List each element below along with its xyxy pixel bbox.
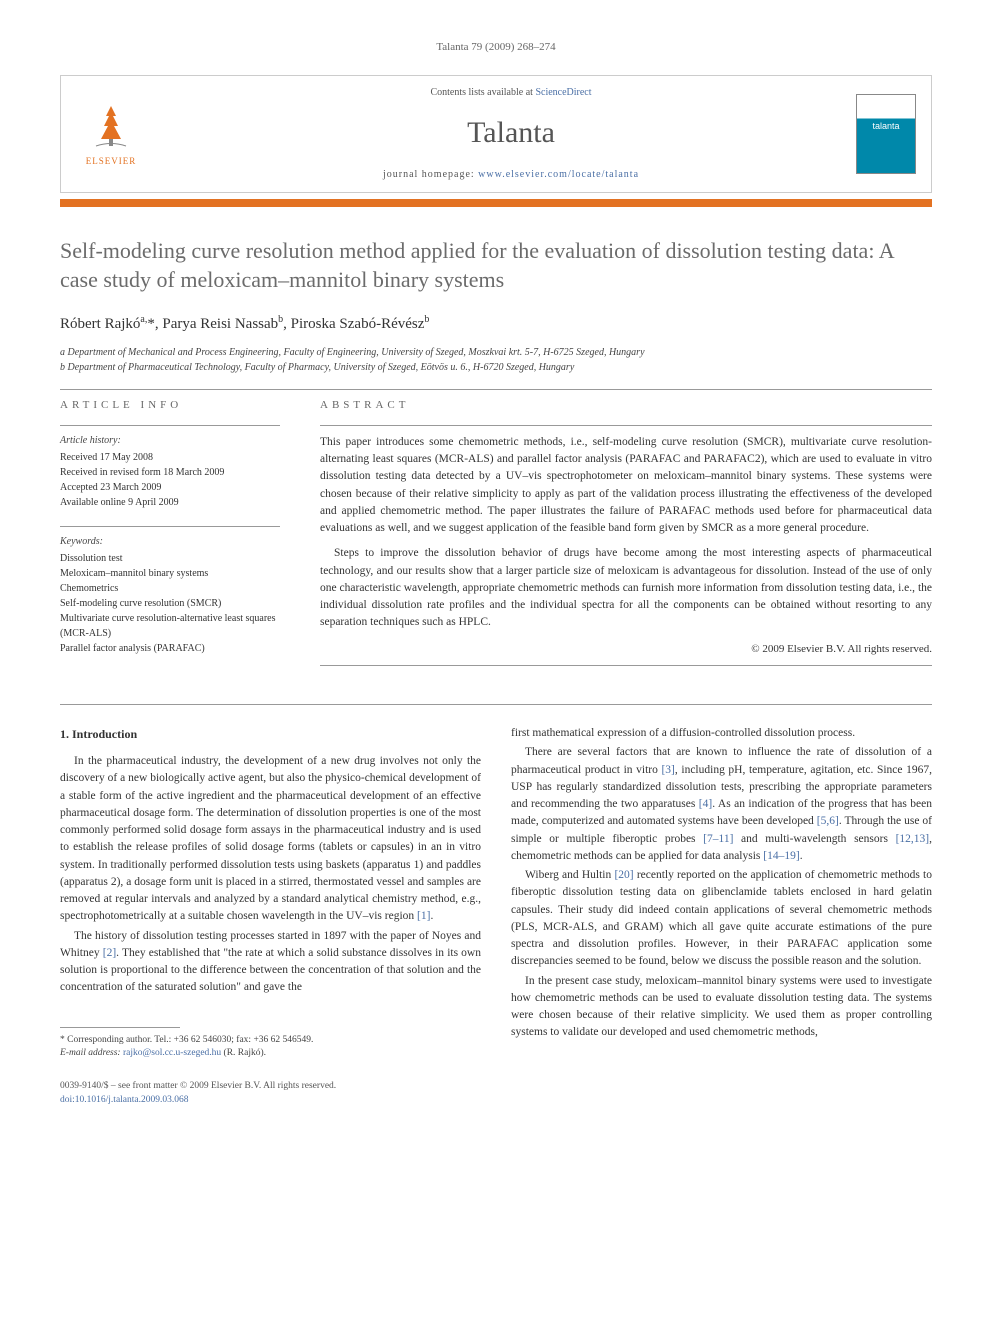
body-para: In the pharmaceutical industry, the deve… bbox=[60, 753, 481, 926]
divider bbox=[60, 526, 280, 527]
section-title: Introduction bbox=[72, 727, 137, 741]
journal-cover-thumbnail[interactable]: talanta bbox=[856, 94, 916, 174]
contents-prefix: Contents lists available at bbox=[430, 87, 535, 98]
keyword: Multivariate curve resolution-alternativ… bbox=[60, 611, 280, 641]
affiliation-b: b Department of Pharmaceutical Technolog… bbox=[60, 360, 932, 375]
keywords-label: Keywords: bbox=[60, 535, 280, 549]
banner-center: Contents lists available at ScienceDirec… bbox=[166, 86, 856, 182]
divider bbox=[60, 704, 932, 705]
body-column-right: first mathematical expression of a diffu… bbox=[511, 725, 932, 1107]
keyword: Meloxicam–mannitol binary systems bbox=[60, 566, 280, 581]
abstract-heading: ABSTRACT bbox=[320, 398, 932, 413]
body-para: first mathematical expression of a diffu… bbox=[511, 725, 932, 742]
history-label: Article history: bbox=[60, 434, 280, 448]
journal-name: Talanta bbox=[166, 112, 856, 154]
divider bbox=[60, 389, 932, 390]
journal-banner: ELSEVIER Contents lists available at Sci… bbox=[60, 75, 932, 193]
issn-line: 0039-9140/$ – see front matter © 2009 El… bbox=[60, 1080, 481, 1093]
body-column-left: 1. Introduction In the pharmaceutical in… bbox=[60, 725, 481, 1107]
orange-divider-bar bbox=[60, 199, 932, 207]
divider bbox=[320, 665, 932, 666]
history-item: Accepted 23 March 2009 bbox=[60, 480, 280, 495]
contents-line: Contents lists available at ScienceDirec… bbox=[166, 86, 856, 100]
divider bbox=[60, 425, 280, 426]
running-header: Talanta 79 (2009) 268–274 bbox=[60, 40, 932, 55]
abstract-para: Steps to improve the dissolution behavio… bbox=[320, 545, 932, 631]
sciencedirect-link[interactable]: ScienceDirect bbox=[535, 87, 591, 98]
info-abstract-row: ARTICLE INFO Article history: Received 1… bbox=[60, 398, 932, 675]
history-item: Available online 9 April 2009 bbox=[60, 495, 280, 510]
affiliation-a: a Department of Mechanical and Process E… bbox=[60, 345, 932, 360]
keyword: Dissolution test bbox=[60, 551, 280, 566]
footnote-divider bbox=[60, 1027, 180, 1028]
article-info-sidebar: ARTICLE INFO Article history: Received 1… bbox=[60, 398, 280, 675]
body-para: There are several factors that are known… bbox=[511, 744, 932, 865]
keyword: Chemometrics bbox=[60, 581, 280, 596]
body-para: The history of dissolution testing proce… bbox=[60, 928, 481, 997]
keyword: Parallel factor analysis (PARAFAC) bbox=[60, 641, 280, 656]
affiliations: a Department of Mechanical and Process E… bbox=[60, 345, 932, 375]
footnotes: * Corresponding author. Tel.: +36 62 546… bbox=[60, 1034, 481, 1061]
history-item: Received 17 May 2008 bbox=[60, 450, 280, 465]
corresponding-author: * Corresponding author. Tel.: +36 62 546… bbox=[60, 1034, 481, 1047]
abstract-para: This paper introduces some chemometric m… bbox=[320, 434, 932, 538]
section-heading: 1. Introduction bbox=[60, 725, 481, 743]
abstract-copyright: © 2009 Elsevier B.V. All rights reserved… bbox=[320, 642, 932, 657]
homepage-line: journal homepage: www.elsevier.com/locat… bbox=[166, 168, 856, 182]
history-item: Received in revised form 18 March 2009 bbox=[60, 465, 280, 480]
doi-link[interactable]: doi:10.1016/j.talanta.2009.03.068 bbox=[60, 1095, 189, 1105]
elsevier-label: ELSEVIER bbox=[86, 155, 137, 168]
elsevier-logo[interactable]: ELSEVIER bbox=[76, 94, 146, 174]
email-suffix: (R. Rajkó). bbox=[221, 1048, 266, 1058]
footer-meta: 0039-9140/$ – see front matter © 2009 El… bbox=[60, 1080, 481, 1107]
body-para: In the present case study, meloxicam–man… bbox=[511, 973, 932, 1042]
cover-label: talanta bbox=[857, 120, 915, 133]
section-number: 1. bbox=[60, 727, 69, 741]
abstract-text: This paper introduces some chemometric m… bbox=[320, 434, 932, 632]
article-history-block: Article history: Received 17 May 2008 Re… bbox=[60, 434, 280, 510]
homepage-link[interactable]: www.elsevier.com/locate/talanta bbox=[478, 169, 639, 180]
keyword: Self-modeling curve resolution (SMCR) bbox=[60, 596, 280, 611]
email-line: E-mail address: rajko@sol.cc.u-szeged.hu… bbox=[60, 1047, 481, 1060]
article-title: Self-modeling curve resolution method ap… bbox=[60, 237, 932, 294]
homepage-prefix: journal homepage: bbox=[383, 169, 478, 180]
keywords-block: Keywords: Dissolution test Meloxicam–man… bbox=[60, 535, 280, 656]
email-link[interactable]: rajko@sol.cc.u-szeged.hu bbox=[123, 1048, 221, 1058]
body-two-column: 1. Introduction In the pharmaceutical in… bbox=[60, 725, 932, 1107]
abstract-column: ABSTRACT This paper introduces some chem… bbox=[320, 398, 932, 675]
elsevier-tree-icon bbox=[86, 101, 136, 151]
body-para: Wiberg and Hultin [20] recently reported… bbox=[511, 867, 932, 971]
author-list: Róbert Rajkóa,*, Parya Reisi Nassabb, Pi… bbox=[60, 313, 932, 335]
divider bbox=[320, 425, 932, 426]
email-label: E-mail address: bbox=[60, 1048, 123, 1058]
article-info-heading: ARTICLE INFO bbox=[60, 398, 280, 413]
